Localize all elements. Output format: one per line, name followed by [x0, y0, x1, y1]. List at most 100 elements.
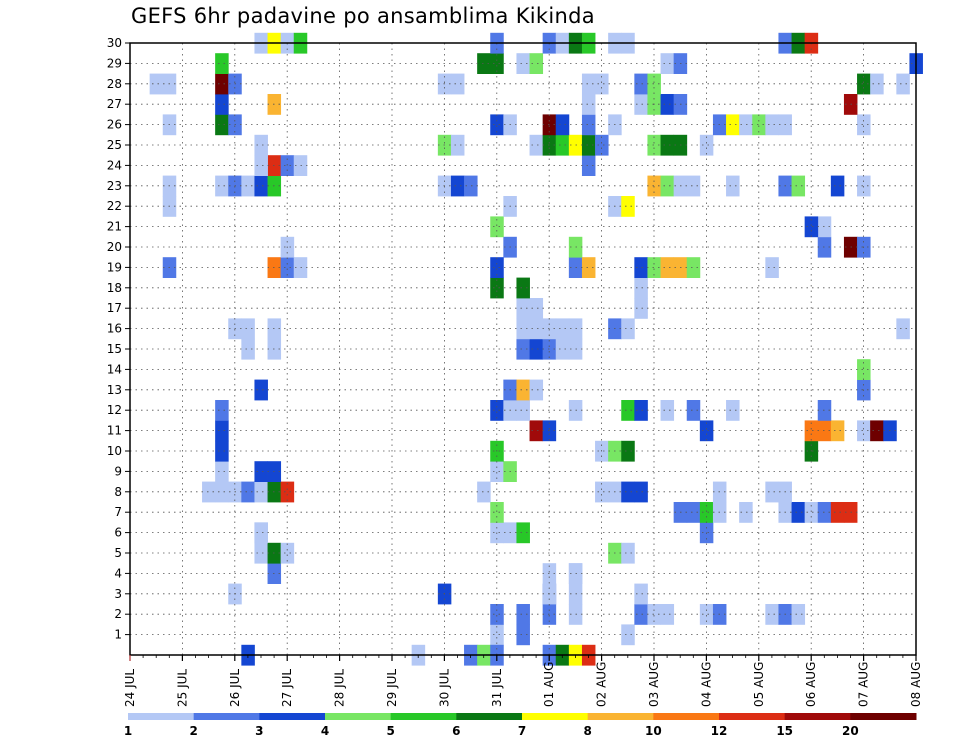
heatmap-cell: [215, 73, 229, 95]
heatmap-cell: [581, 114, 596, 136]
heatmap-cell: [791, 502, 806, 523]
y-tick-label: 8: [114, 485, 122, 499]
heatmap-cell: [726, 400, 740, 421]
heatmap-cell: [529, 420, 544, 442]
y-tick-label: 17: [107, 301, 122, 315]
heatmap-cell: [529, 338, 544, 360]
heatmap-cell: [254, 481, 268, 503]
y-tick-label: 19: [107, 260, 122, 274]
chart-title: GEFS 6hr padavine po ansamblima Kikinda: [131, 4, 595, 28]
heatmap-cell: [621, 481, 635, 503]
y-tick-label: 27: [107, 97, 122, 111]
heatmap-cell: [896, 318, 910, 340]
y-tick-label: 25: [107, 138, 122, 152]
heatmap-cell: [450, 73, 465, 95]
heatmap-cell: [516, 277, 530, 299]
x-tick-label: 05 AUG: [752, 662, 766, 707]
heatmap-cell: [215, 400, 229, 421]
y-tick-label: 7: [114, 505, 122, 519]
colorbar-label: 1: [124, 724, 132, 738]
heatmap-cell: [804, 420, 819, 442]
heatmap-cell: [516, 400, 530, 421]
heatmap-cell: [634, 604, 648, 625]
heatmap-cell: [477, 53, 491, 74]
heatmap-cell: [595, 73, 609, 95]
heatmap-cell: [647, 134, 661, 156]
heatmap-cell: [857, 73, 871, 95]
heatmap-cell: [647, 257, 661, 278]
heatmap-cell: [581, 155, 596, 176]
heatmap-cell: [765, 604, 779, 625]
heatmap-cell: [634, 277, 648, 299]
y-tick-label: 22: [107, 199, 122, 213]
heatmap-cell: [634, 481, 648, 503]
heatmap-cell: [857, 359, 871, 380]
heatmap-cell: [621, 196, 635, 217]
colorbar-swatch: [850, 713, 917, 720]
heatmap-cell: [450, 134, 465, 156]
heatmap-cell: [529, 318, 544, 340]
y-tick-label: 5: [114, 546, 122, 560]
heatmap-cell: [686, 502, 701, 523]
colorbar-label: 6: [452, 724, 460, 738]
heatmap-cell: [660, 134, 675, 156]
y-tick-label: 13: [107, 383, 122, 397]
heatmap-cell: [870, 420, 884, 442]
heatmap-cell: [660, 604, 675, 625]
heatmap-cell: [516, 298, 530, 319]
y-tick-label: 18: [107, 281, 122, 295]
heatmap-cell: [699, 420, 714, 442]
y-tick-label: 20: [107, 240, 122, 254]
heatmap-cell: [215, 114, 229, 136]
heatmap-cell: [490, 461, 504, 482]
heatmap-cell: [739, 502, 753, 523]
heatmap-cell: [215, 175, 229, 197]
heatmap-cell: [280, 542, 295, 564]
heatmap-cell: [660, 53, 675, 74]
y-tick-label: 24: [107, 158, 122, 172]
heatmap-cell: [581, 134, 596, 156]
x-tick-label: 31 JUL: [490, 669, 504, 707]
x-tick-label: 30 JUL: [437, 669, 451, 707]
y-tick-label: 12: [107, 403, 122, 417]
heatmap-cell: [149, 73, 164, 95]
heatmap-cell: [516, 379, 530, 401]
heatmap-cell: [529, 53, 544, 74]
heatmap-cell: [660, 175, 675, 197]
colorbar-label: 4: [321, 724, 329, 738]
heatmap-cell: [490, 400, 504, 421]
heatmap-cell: [280, 155, 295, 176]
heatmap-cell: [857, 114, 871, 136]
heatmap-cell: [595, 481, 609, 503]
heatmap-cell: [254, 522, 268, 544]
heatmap-cell: [215, 461, 229, 482]
heatmap-cell: [555, 318, 570, 340]
heatmap-cell: [450, 175, 465, 197]
colorbar-label: 8: [583, 724, 591, 738]
heatmap-cell: [647, 73, 661, 95]
heatmap-cell: [634, 257, 648, 278]
colorbar-swatch: [390, 713, 457, 720]
x-axis: 24 JUL 25 JUL 26 JUL 27 JUL 28 JUL 29 JUL 30 J…: [123, 655, 923, 707]
heatmap-cell: [634, 583, 648, 605]
heatmap-cell: [490, 216, 504, 238]
y-axis: 1234567891011121314151617181920212223242…: [107, 36, 130, 642]
heatmap-cell: [529, 134, 544, 156]
heatmap-cell: [595, 134, 609, 156]
y-tick-label: 28: [107, 77, 122, 91]
heatmap-cell: [830, 420, 845, 442]
heatmap-cell: [830, 502, 845, 523]
heatmap-cell: [686, 175, 701, 197]
heatmap-cell: [215, 94, 229, 115]
heatmap-cell: [215, 420, 229, 442]
y-tick-label: 29: [107, 56, 122, 70]
heatmap-cell: [490, 604, 504, 625]
heatmap-cell: [215, 53, 229, 74]
heatmap-cell: [555, 134, 570, 156]
heatmap-cell: [490, 277, 504, 299]
heatmap-cell: [516, 624, 530, 646]
heatmap-cell: [686, 257, 701, 278]
heatmap-cell: [621, 400, 635, 421]
heatmap-cell: [660, 94, 675, 115]
